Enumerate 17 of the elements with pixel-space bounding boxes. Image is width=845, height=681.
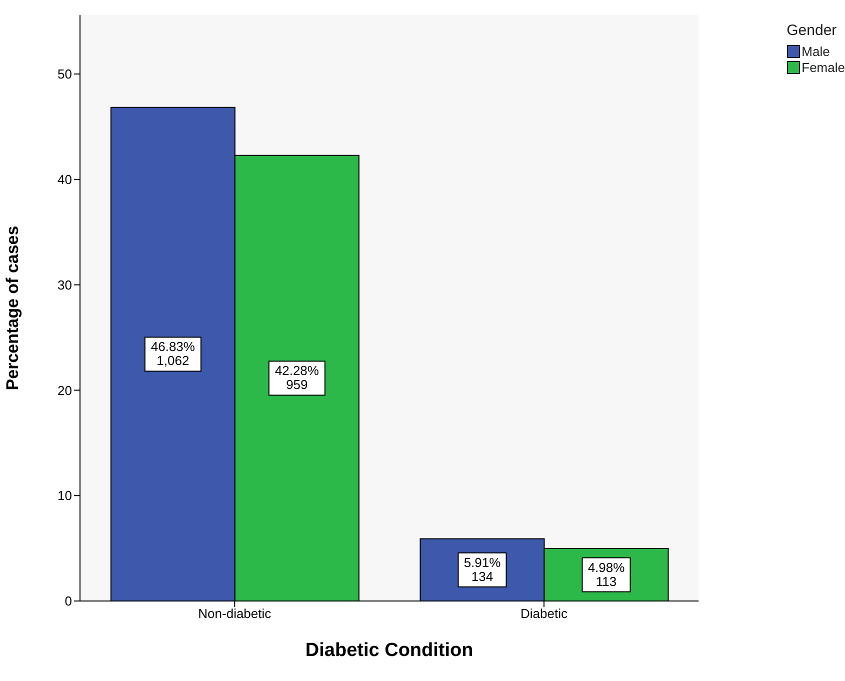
y-tick-label: 50 [58,66,72,82]
legend-title: Gender [786,22,838,39]
legend-label: Female [802,60,845,74]
data-label: 46.83% 1,062 [150,339,196,368]
y-tick-label: 10 [58,488,72,504]
data-label: 5.91% 134 [464,554,502,584]
y-tick-label: 30 [58,277,72,292]
y-tick-label: 40 [58,172,72,188]
data-label: 4.98% 113 [588,560,626,589]
x-axis-title: Diabetic Condition [305,640,474,661]
y-axis-title: Percentage of cases [3,226,22,390]
y-tick-label: 0 [64,594,72,609]
x-tick-label: Non-diabetic [198,606,272,622]
legend-label: Male [802,44,830,58]
data-label: 42.28% 959 [274,363,320,392]
y-tick-label: 20 [58,382,72,398]
x-tick-label: Diabetic [520,606,568,622]
